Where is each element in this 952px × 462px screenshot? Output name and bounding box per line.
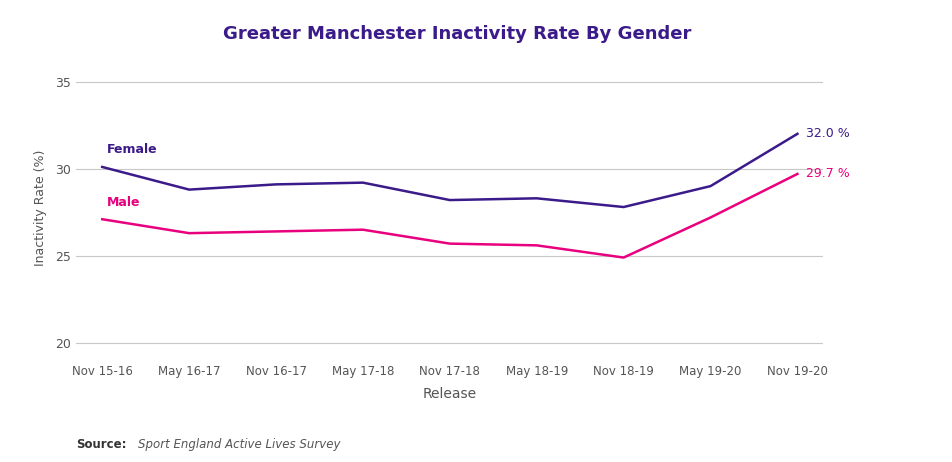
Text: Female: Female: [107, 144, 157, 157]
Text: Male: Male: [107, 196, 140, 209]
Text: Source:: Source:: [76, 438, 127, 451]
Text: Greater Manchester Inactivity Rate By Gender: Greater Manchester Inactivity Rate By Ge…: [223, 25, 691, 43]
Text: 32.0 %: 32.0 %: [805, 128, 849, 140]
Text: Sport England Active Lives Survey: Sport England Active Lives Survey: [138, 438, 341, 451]
Y-axis label: Inactivity Rate (%): Inactivity Rate (%): [34, 150, 47, 266]
X-axis label: Release: Release: [423, 387, 477, 401]
Text: 29.7 %: 29.7 %: [805, 167, 849, 181]
